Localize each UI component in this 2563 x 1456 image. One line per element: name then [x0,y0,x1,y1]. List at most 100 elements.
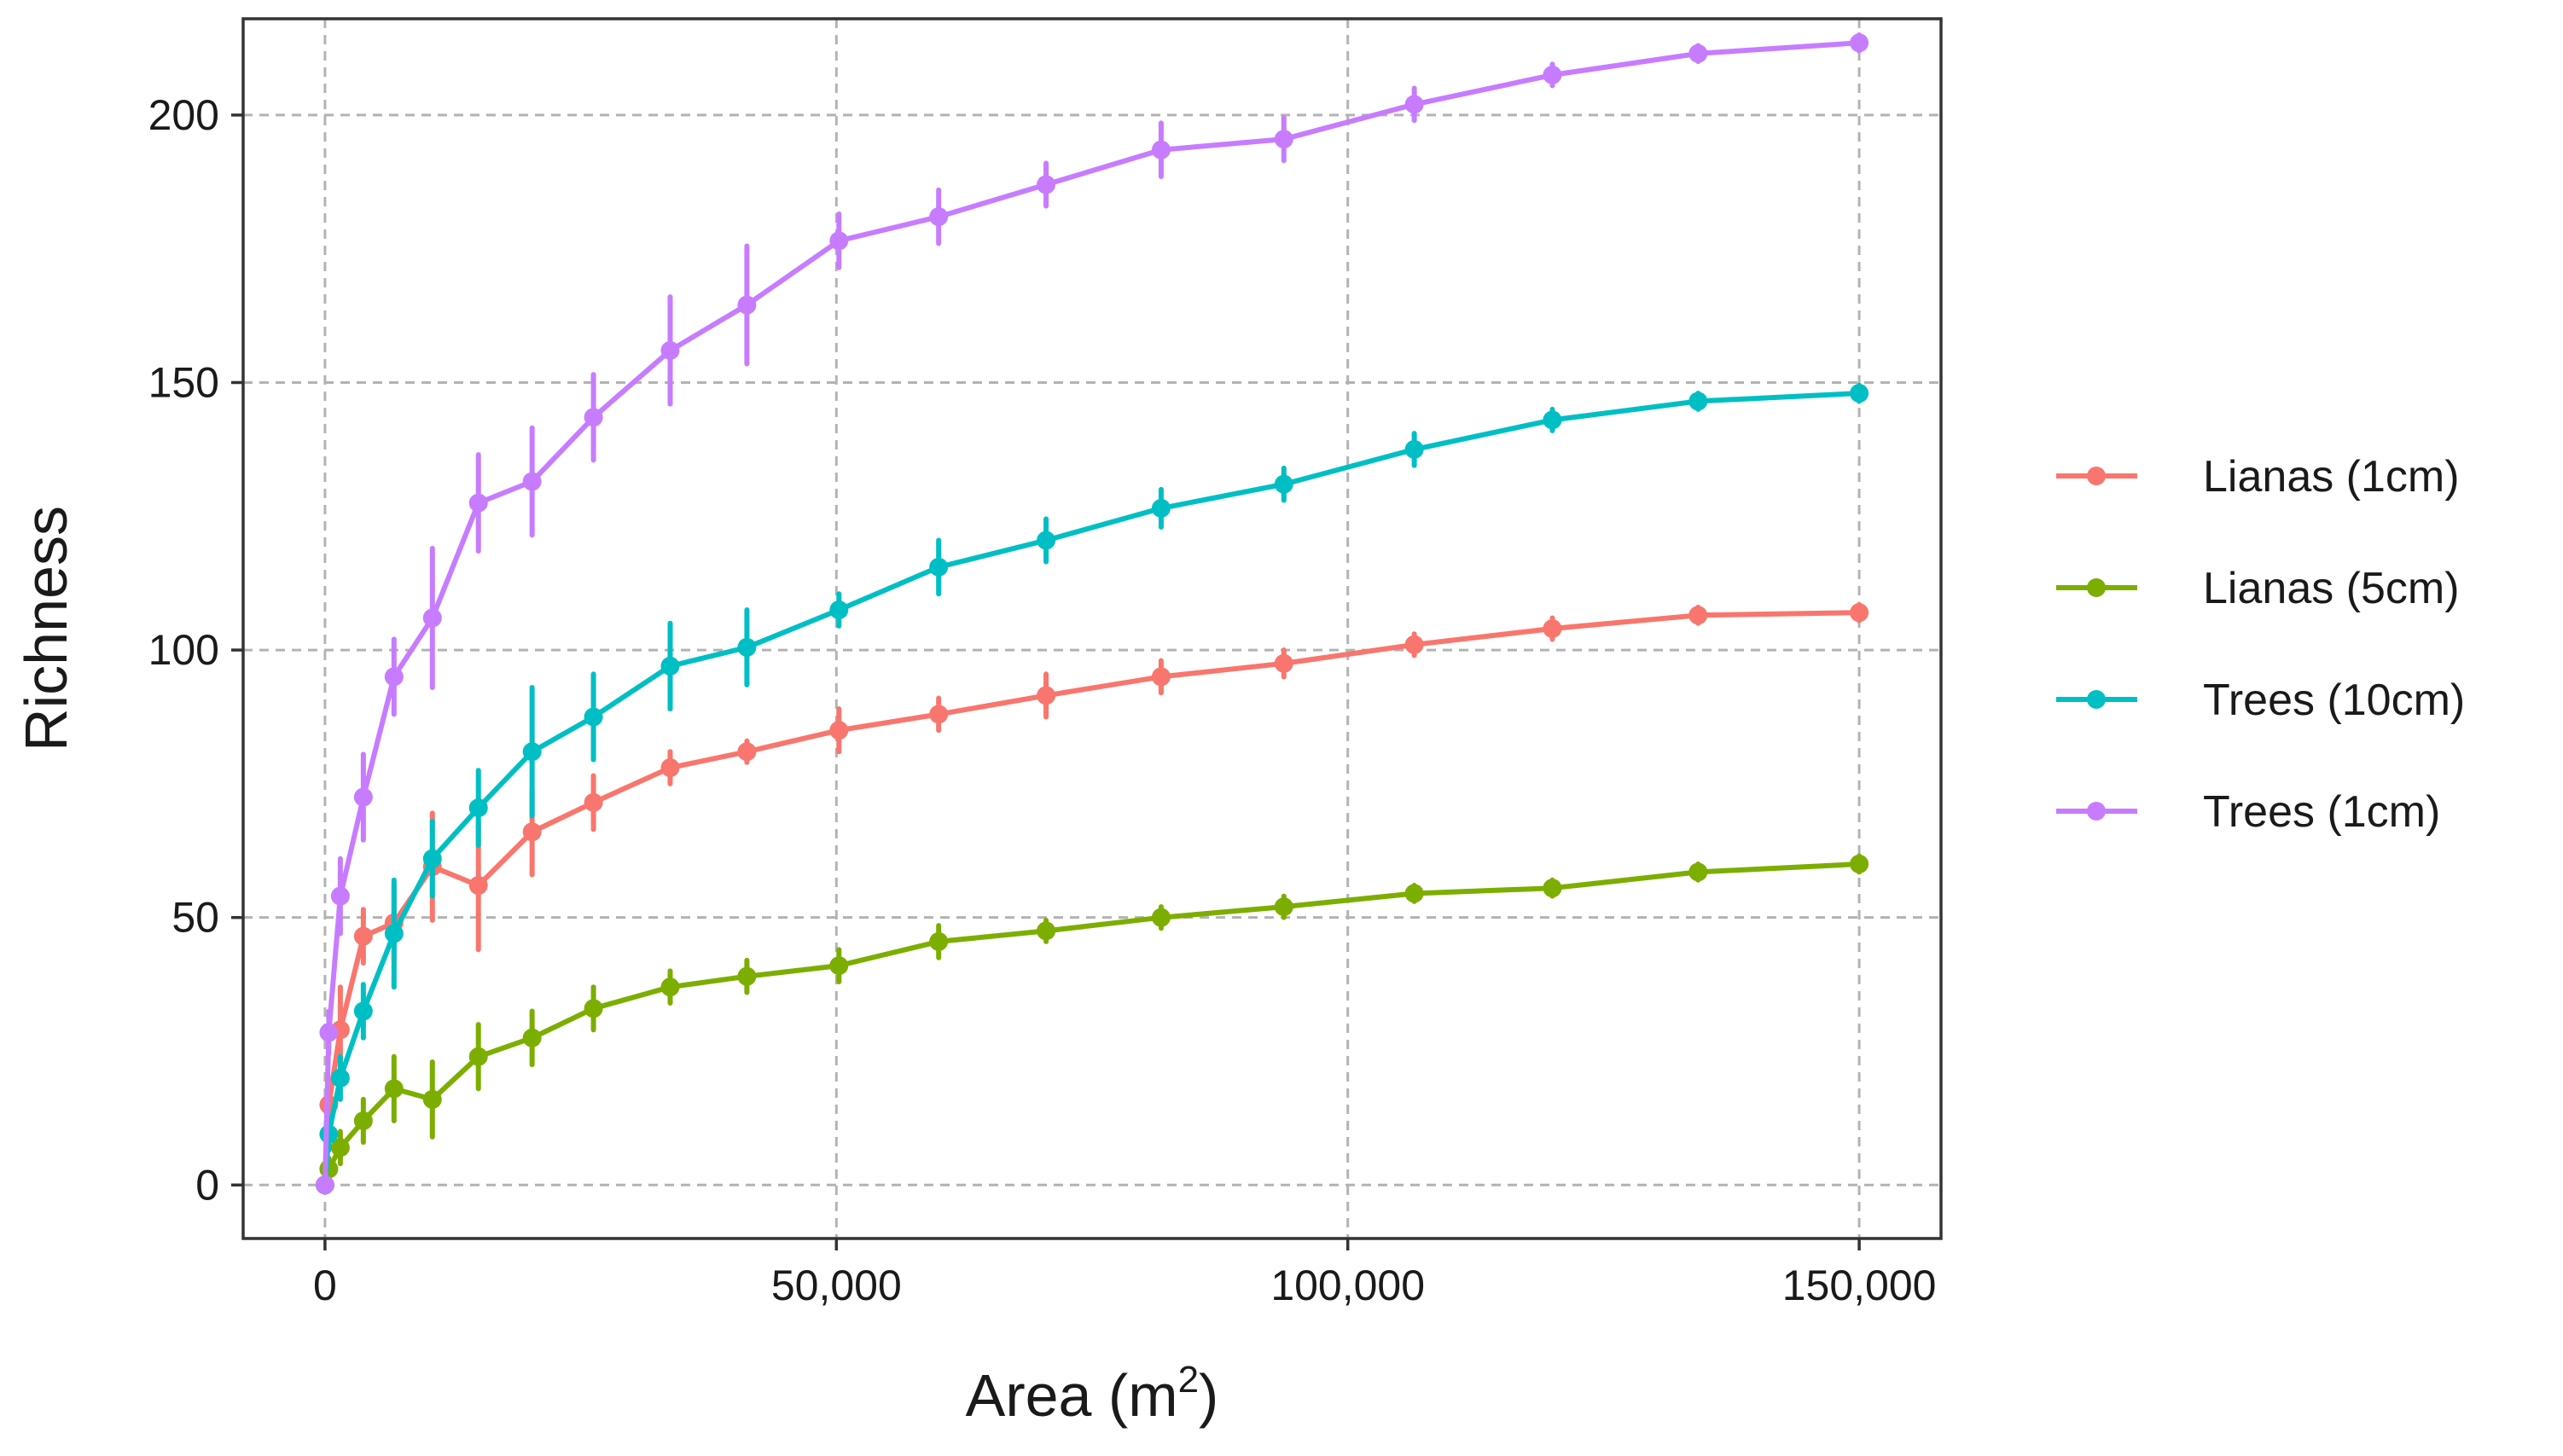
data-point [660,656,680,676]
data-point [1404,884,1424,903]
data-point [1850,384,1869,403]
data-point [660,977,680,997]
data-point [829,231,849,251]
data-point [384,1079,404,1099]
x-axis-title-suffix: ) [1199,1362,1218,1429]
data-point [1274,897,1293,917]
y-tick-label: 150 [148,358,219,406]
data-point [584,707,603,727]
data-point [330,1068,350,1088]
data-point [522,822,542,842]
legend-key-point [2087,802,2106,821]
legend-label: Lianas (1cm) [2203,452,2460,502]
data-point [1688,862,1708,882]
data-point [1850,603,1869,623]
data-point [929,557,949,577]
data-point [1850,854,1869,873]
data-point [829,956,849,976]
data-point [353,1111,373,1131]
series-line [322,391,1863,1188]
data-point [584,408,603,427]
y-axis-title: Richness [13,506,79,751]
data-point [330,886,350,906]
legend-label: Trees (1cm) [2203,787,2440,837]
series-3 [315,32,1869,1195]
legend-key-point [2087,467,2106,485]
y-tick-label: 0 [195,1161,219,1209]
data-point [584,999,603,1018]
data-point [422,608,442,628]
legend-key-point [2087,690,2106,709]
data-point [353,787,373,807]
data-point [353,926,373,946]
data-point [522,742,542,762]
x-tick-label: 150,000 [1782,1262,1937,1309]
legend-item-2: Trees (10cm) [2056,676,2465,725]
x-tick-label: 50,000 [771,1262,902,1309]
data-point [522,1028,542,1047]
data-point [1274,130,1293,149]
data-point [1037,531,1056,550]
legend-item-0: Lianas (1cm) [2056,452,2460,502]
data-point [1850,33,1869,53]
data-point [1543,619,1562,638]
y-tick-label: 100 [148,626,219,674]
data-point [522,472,542,491]
x-axis-title-text: Area (m [966,1362,1178,1429]
data-point [468,798,488,818]
data-point [384,924,404,943]
data-point [929,207,949,227]
data-point [422,1089,442,1109]
data-point [422,849,442,868]
data-point [829,600,849,620]
data-point [330,1138,350,1157]
data-point [660,758,680,778]
data-point [1037,686,1056,705]
grid [243,19,1941,1238]
data-point [660,340,680,360]
data-point [1151,667,1171,687]
y-tick-label: 200 [148,91,219,139]
data-point [1543,65,1562,84]
plot-series [315,32,1869,1195]
legend-item-1: Lianas (5cm) [2056,564,2460,613]
data-point [829,721,849,740]
data-point [1543,879,1562,898]
x-axis-title-superscript: 2 [1178,1359,1199,1401]
data-point [584,792,603,812]
data-point [315,1175,334,1195]
data-point [1274,474,1293,494]
legend-item-3: Trees (1cm) [2056,787,2440,837]
data-point [1688,392,1708,411]
data-point [1543,410,1562,430]
data-point [929,705,949,724]
data-point [1688,44,1708,63]
data-point [737,637,757,657]
y-tick-label: 50 [171,894,219,942]
data-point [384,667,404,687]
data-point [1404,95,1424,114]
data-point [353,1001,373,1021]
data-point [1688,606,1708,625]
data-point [737,966,757,986]
data-point [1037,921,1056,941]
data-point [1151,908,1171,927]
data-point [1404,635,1424,654]
series-line [322,40,1863,1188]
data-point [1274,653,1293,673]
data-point [1037,175,1056,194]
data-point [319,1023,339,1042]
axis-ticks: 0 50,000 100,000 150,000 0 50 100 150 200 [148,91,1937,1309]
x-axis-title: Area (m2) [966,1359,1219,1429]
data-point [468,493,488,513]
legend: Lianas (1cm) Lianas (5cm) Trees (10cm) Tree… [2056,452,2465,837]
data-point [737,742,757,762]
plot-panel-border [241,17,1943,1240]
legend-label: Trees (10cm) [2203,676,2465,725]
data-point [737,295,757,315]
legend-label: Lianas (5cm) [2203,564,2460,613]
data-point [1151,140,1171,160]
x-tick-label: 100,000 [1270,1262,1425,1309]
